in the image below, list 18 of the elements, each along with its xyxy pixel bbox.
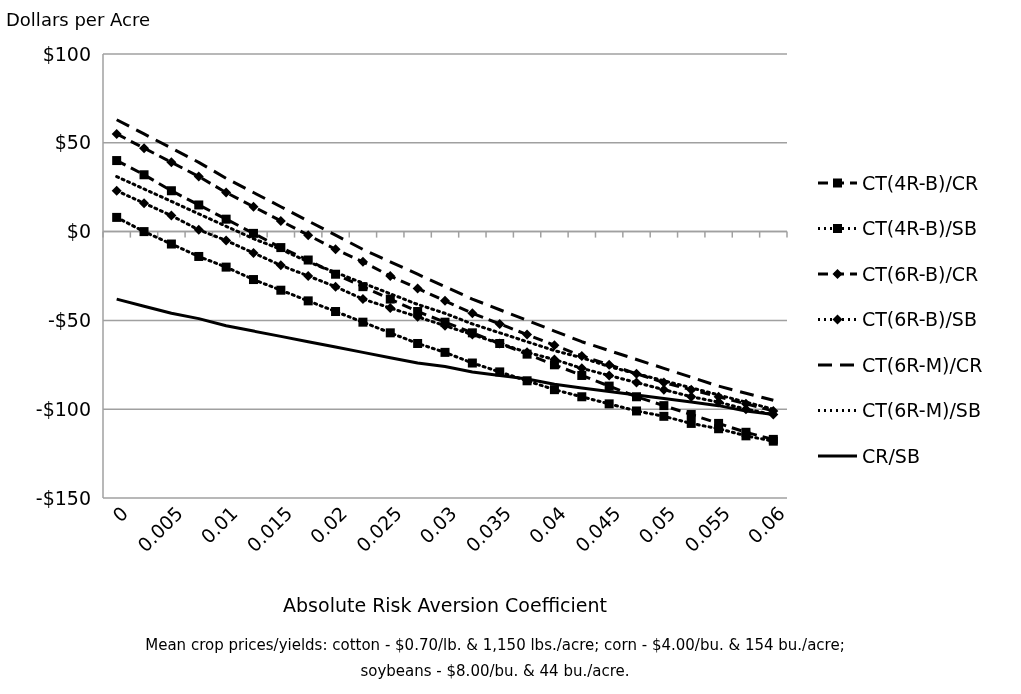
y-tick-label: $100 — [42, 42, 91, 65]
legend-label: CT(4R-B)/SB — [862, 217, 977, 240]
legend-label: CT(6R-M)/SB — [862, 399, 981, 422]
y-tick-label: $0 — [66, 220, 91, 243]
legend-label: CT(6R-M)/CR — [862, 353, 983, 376]
x-tick-label: 0 — [108, 501, 133, 527]
legend-label: CT(4R-B)/CR — [862, 171, 979, 194]
y-tick-label: $50 — [54, 131, 91, 154]
y-tick-label: -$50 — [47, 309, 91, 332]
y-axis-title: Dollars per Acre — [6, 9, 150, 30]
legend-label: CR/SB — [862, 444, 920, 467]
y-tick-label: -$150 — [35, 486, 91, 509]
text: soybeans - $8.00/bu. & 44 bu./acre. — [360, 662, 630, 680]
legend-label: CT(6R-B)/CR — [862, 262, 979, 285]
text: Mean crop prices/yields: cotton - $0.70/lb. & 1,150 lbs./acre; corn - $4.00/bu. & 154 bu./acre; — [145, 636, 845, 654]
x-axis-title: Absolute Risk Aversion Coefficient — [283, 594, 607, 616]
y-tick-label: -$100 — [35, 397, 91, 420]
legend-label: CT(6R-B)/SB — [862, 308, 977, 331]
